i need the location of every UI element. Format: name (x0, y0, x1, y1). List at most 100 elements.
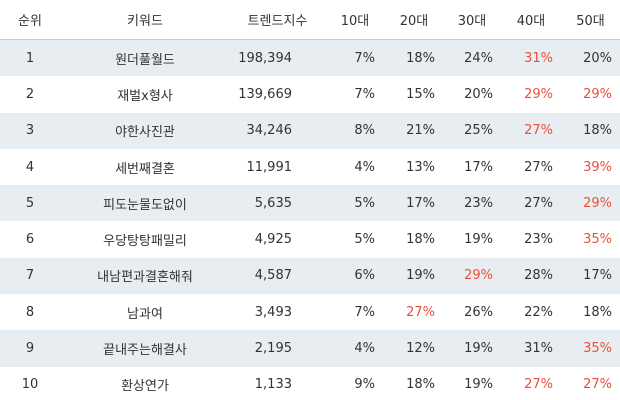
table-cell: 18% (583, 304, 612, 320)
table-cell: 18% (561, 112, 620, 149)
table-cell: 3,493 (254, 304, 292, 320)
table-cell: 2 (25, 86, 35, 102)
header-cell: 50대 (561, 0, 620, 40)
header-cell: 30대 (443, 0, 501, 40)
table-row: 4 세번째결혼 11,991 4% 13% 17% 27% 39% (0, 149, 620, 185)
table-cell: 10 (21, 377, 39, 393)
table-cell: 7% (354, 304, 375, 320)
table-cell: 29% (443, 257, 501, 295)
table-cell: 27% (501, 112, 561, 149)
table-cell: 27% (583, 377, 612, 393)
table-cell: 31% (501, 330, 561, 367)
table-cell: 6 (25, 232, 35, 248)
table-cell: 39% (583, 159, 612, 175)
table-cell: 17% (561, 257, 620, 295)
table-cell: 24% (443, 39, 501, 77)
table-cell: 4,925 (254, 232, 292, 248)
table-cell: 27% (524, 377, 553, 393)
table-cell: 6% (325, 257, 385, 295)
table-cell: 23% (524, 232, 553, 248)
table-cell: 2,195 (230, 330, 325, 367)
table-cell: 11,991 (246, 159, 293, 175)
table-cell: 139,669 (238, 86, 292, 102)
table-cell: 17% (385, 185, 443, 222)
table-cell: 3 (0, 112, 60, 149)
table-cell: 20% (561, 39, 620, 77)
table-cell: 8 (25, 304, 35, 320)
table-cell: 23% (443, 185, 501, 222)
table-cell: 17% (464, 159, 493, 175)
table-cell: 15% (406, 86, 435, 102)
table-cell: 29% (583, 86, 612, 102)
table-cell: 끝내주는해결사 (60, 330, 230, 367)
table-row: 3 야한사진관 34,246 8% 21% 25% 27% 18% (0, 112, 620, 149)
table-cell: 7% (354, 86, 375, 102)
table-cell: 7 (0, 257, 60, 295)
table-cell: 13% (406, 159, 435, 175)
table-cell: 9 (0, 330, 60, 367)
table-cell: 8% (325, 112, 385, 149)
table-cell: 야한사진관 (60, 112, 230, 149)
table-row: 5 피도눈물도없이 5,635 5% 17% 23% 27% 29% (0, 185, 620, 222)
table-cell: 4% (325, 330, 385, 367)
table-row: 1 원더풀월드 198,394 7% 18% 24% 31% 20% (0, 39, 620, 77)
header-cell: 40대 (501, 0, 561, 40)
table-cell: 35% (561, 330, 620, 367)
table-cell: 21% (385, 112, 443, 149)
table-cell: 27% (406, 304, 435, 320)
table-cell: 환상연가 (121, 379, 169, 395)
table-cell: 19% (385, 257, 443, 295)
table-row: 10 환상연가 1,133 9% 18% 19% 27% 27% (0, 367, 620, 400)
table-cell: 19% (443, 330, 501, 367)
table-cell: 4% (354, 159, 375, 175)
table-row: 7 내남편과결혼해줘 4,587 6% 19% 29% 28% 17% (0, 257, 620, 295)
table-cell: 재벌x형사 (117, 88, 173, 104)
table-cell: 내남편과결혼해줘 (60, 257, 230, 295)
table-cell: 34,246 (230, 112, 325, 149)
table-row: 9 끝내주는해결사 2,195 4% 12% 19% 31% 35% (0, 330, 620, 367)
table-cell: 우당탕탕패밀리 (103, 234, 187, 250)
table-cell: 4,587 (230, 257, 325, 295)
table-cell: 27% (524, 159, 553, 175)
table-cell: 198,394 (230, 39, 325, 77)
table-cell: 20% (464, 86, 493, 102)
header-cell: 10대 (325, 0, 385, 40)
table-cell: 35% (583, 232, 612, 248)
table-cell: 세번째결혼 (115, 161, 175, 177)
table-cell: 12% (385, 330, 443, 367)
header-cell: 20대 (385, 0, 443, 40)
table-cell: 22% (524, 304, 553, 320)
header-cell: 키워드 (60, 0, 230, 40)
table-cell: 18% (385, 39, 443, 77)
table-cell: 피도눈물도없이 (60, 185, 230, 222)
table-cell: 9% (354, 377, 375, 393)
table-cell: 18% (406, 377, 435, 393)
header-row: 순위 키워드 트렌드지수 10대 20대 30대 40대 50대 (0, 0, 620, 40)
table-cell: 19% (464, 232, 493, 248)
table-cell: 18% (406, 232, 435, 248)
table-cell: 29% (561, 185, 620, 222)
table-cell: 27% (501, 185, 561, 222)
header-cell: 트렌드지수 (230, 0, 325, 40)
table-cell: 5 (0, 185, 60, 222)
table-cell: 26% (464, 304, 493, 320)
table-cell: 25% (443, 112, 501, 149)
table-row: 2 재벌x형사 139,669 7% 15% 20% 29% 29% (0, 76, 620, 112)
table-cell: 5% (325, 185, 385, 222)
table-cell: 7% (325, 39, 385, 77)
header-cell: 순위 (0, 0, 60, 40)
table-cell: 1 (0, 39, 60, 77)
table-row: 6 우당탕탕패밀리 4,925 5% 18% 19% 23% 35% (0, 221, 620, 257)
table-cell: 28% (501, 257, 561, 295)
table-cell: 4 (25, 159, 35, 175)
table-cell: 19% (464, 377, 493, 393)
table-cell: 남과여 (127, 306, 163, 322)
table-cell: 원더풀월드 (60, 39, 230, 77)
table-cell: 5,635 (230, 185, 325, 222)
table-cell: 29% (524, 86, 553, 102)
table-cell: 31% (501, 39, 561, 77)
table-cell: 1,133 (254, 377, 292, 393)
table-cell: 5% (354, 232, 375, 248)
table-row: 8 남과여 3,493 7% 27% 26% 22% 18% (0, 294, 620, 330)
